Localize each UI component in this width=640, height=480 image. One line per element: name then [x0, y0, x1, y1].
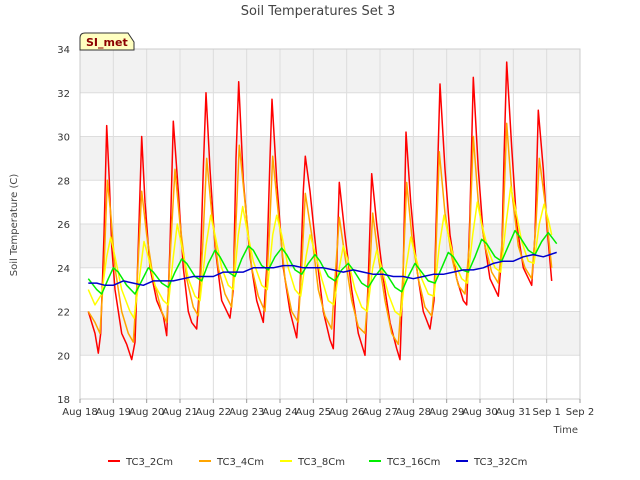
background-bands [80, 49, 580, 356]
y-tick-label: 26 [57, 220, 70, 231]
x-tick-label: Aug 20 [129, 407, 164, 418]
series-line-tc3_32cm [88, 251, 557, 287]
legend-label: TC3_8Cm [297, 457, 345, 468]
x-tick-label: Aug 22 [196, 407, 231, 418]
legend-label: TC3_32Cm [473, 457, 527, 468]
y-tick-label: 18 [57, 395, 70, 406]
station-badge-text: SI_met [86, 36, 128, 49]
x-tick-label: Aug 29 [429, 407, 464, 418]
background-band [80, 224, 580, 268]
chart-title: Soil Temperatures Set 3 [241, 4, 396, 19]
y-axis-label: Soil Temperature (C) [9, 174, 20, 277]
x-tick-label: Aug 19 [96, 407, 131, 418]
legend-label: TC3_4Cm [216, 457, 264, 468]
background-band [80, 136, 580, 181]
series-line-tc3_16cm [87, 229, 558, 295]
x-tick-label: Aug 31 [496, 407, 531, 418]
legend-label: TC3_16Cm [386, 457, 440, 468]
x-tick-label: Aug 21 [162, 407, 197, 418]
x-tick-label: Aug 30 [462, 407, 497, 418]
series-line-tc3_8cm [87, 186, 553, 319]
y-tick-label: 30 [57, 133, 70, 144]
chart-legend: TC3_2Cm TC3_4Cm TC3_8Cm TC3_16Cm TC3_32Cm [108, 457, 527, 468]
x-tick-label: Sep 2 [566, 407, 594, 418]
y-tick-label: 20 [57, 351, 70, 362]
series-line-tc3_2cm [87, 61, 553, 361]
x-tick-label: Aug 28 [396, 407, 431, 418]
series-line-tc3_4cm [87, 122, 553, 346]
plot-area-frame [79, 48, 581, 400]
y-tick-label: 34 [57, 45, 70, 56]
station-badge: SI_met [79, 32, 135, 51]
x-axis-label: Time [553, 425, 578, 436]
station-badge-box [79, 32, 135, 51]
y-tick-label: 24 [57, 264, 70, 275]
series-layer [87, 61, 558, 361]
x-tick-label: Aug 26 [329, 407, 364, 418]
y-tick-label: 32 [57, 89, 70, 100]
legend-label: TC3_2Cm [125, 457, 173, 468]
x-tick-label: Aug 18 [62, 407, 97, 418]
background-band [80, 311, 580, 356]
x-tick-label: Aug 23 [229, 407, 264, 418]
y-tick-label: 22 [57, 308, 70, 319]
background-band [80, 49, 580, 93]
x-tick-label: Aug 24 [262, 407, 297, 418]
y-axis-ticks: 18 20 22 24 26 28 30 32 34 [57, 45, 70, 406]
y-tick-label: 28 [57, 176, 70, 187]
x-tick-label: Aug 27 [362, 407, 397, 418]
x-tick-label: Sep 1 [532, 407, 560, 418]
x-tick-label: Aug 25 [296, 407, 331, 418]
